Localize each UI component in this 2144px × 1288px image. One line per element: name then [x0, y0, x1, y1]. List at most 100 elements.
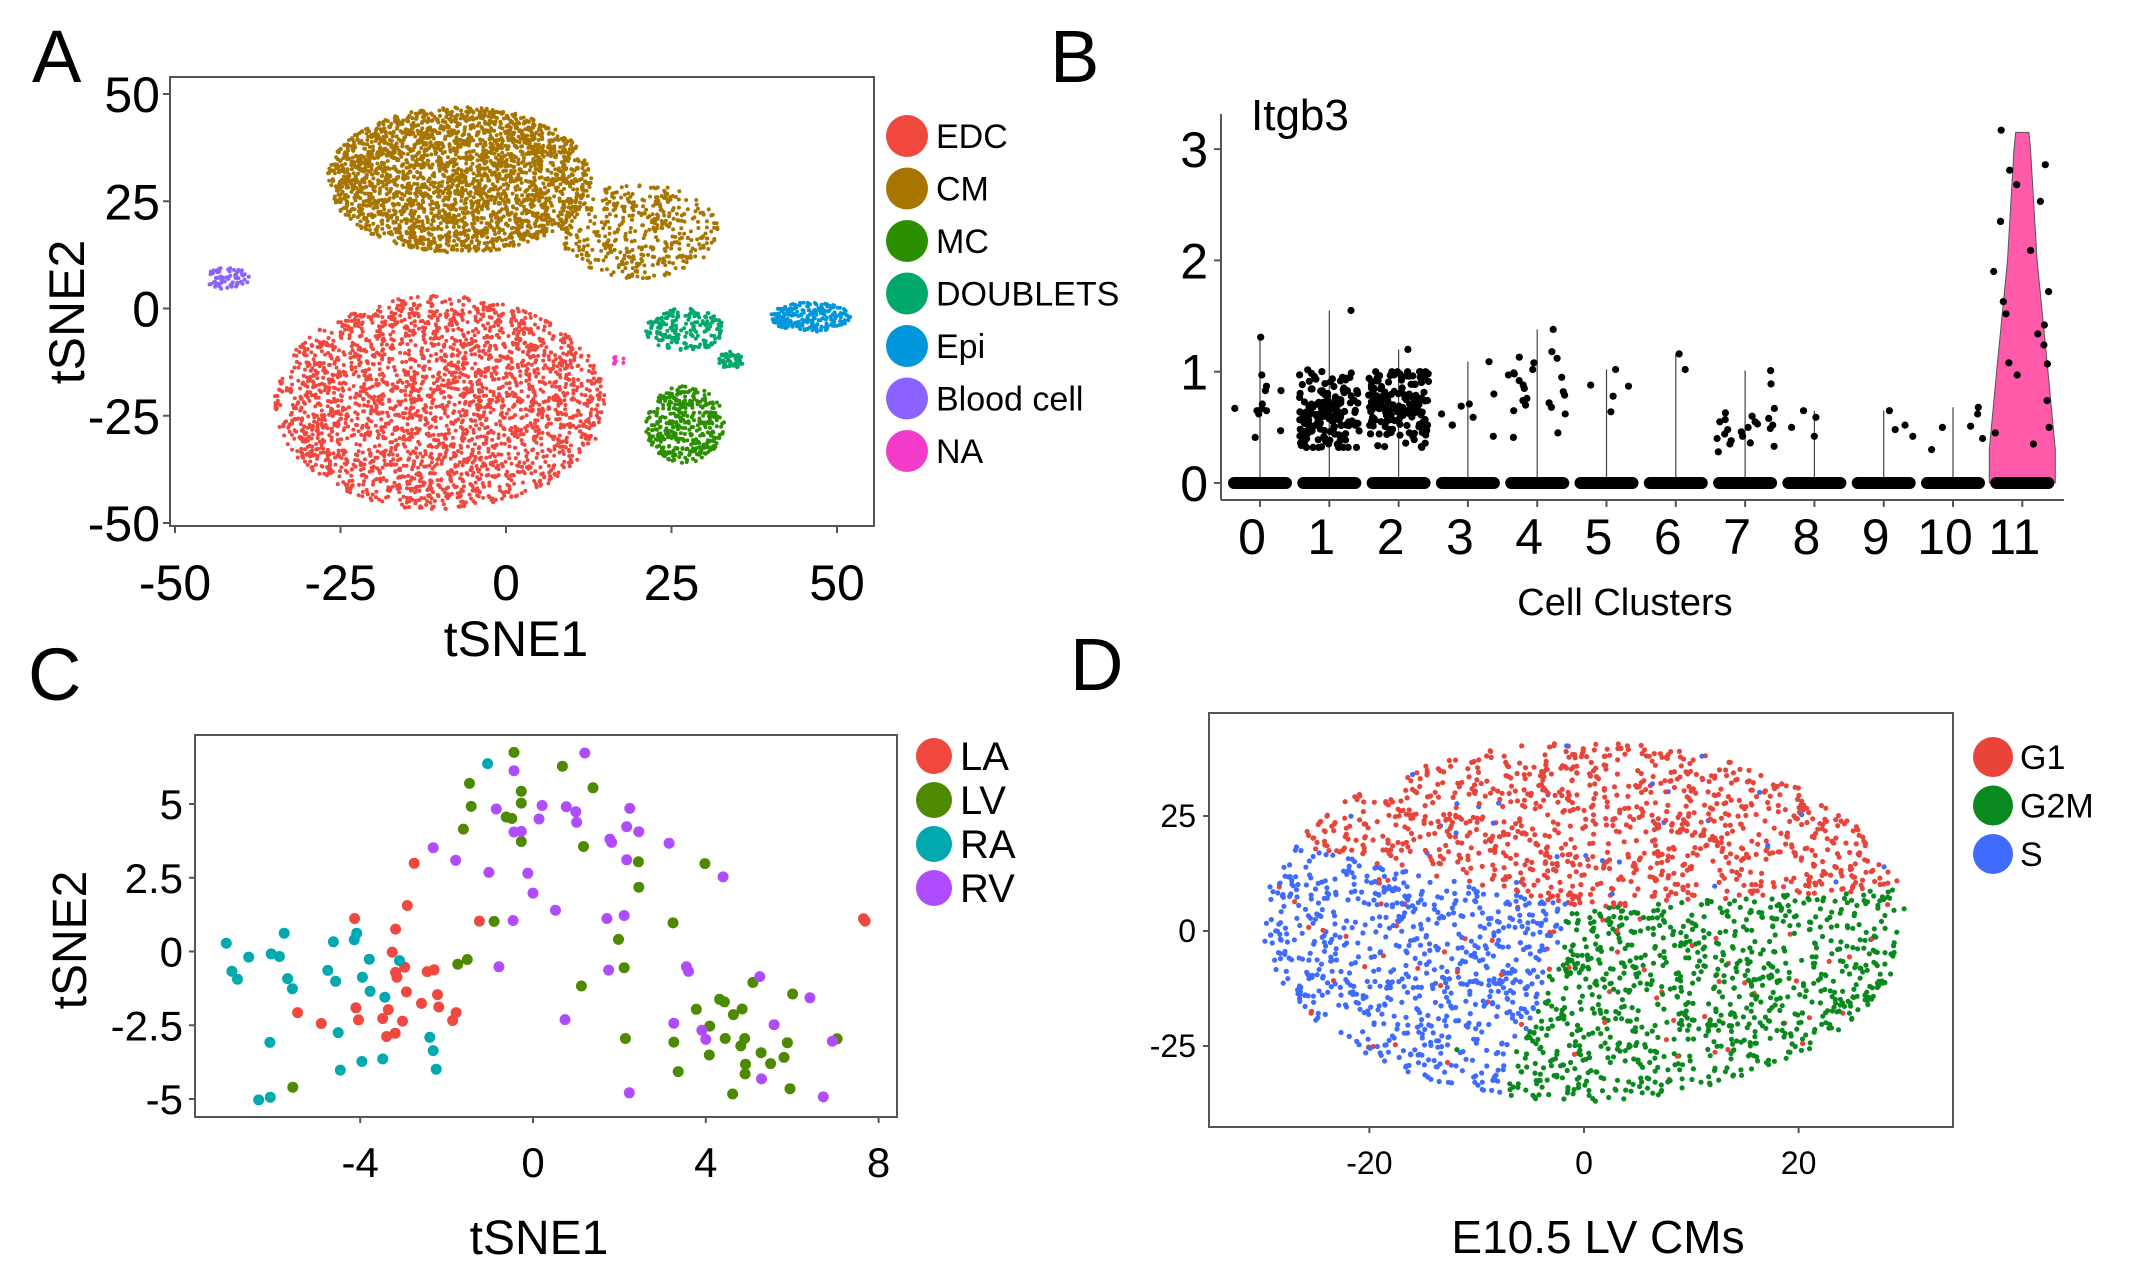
- panel-a-point-edc: [398, 456, 403, 461]
- panel-a-point-edc: [296, 378, 301, 383]
- panel-a-point-cm: [521, 204, 526, 209]
- panel-a-point-edc: [575, 399, 580, 404]
- panel-a-point-edc: [329, 438, 334, 443]
- panel-a-point-edc: [562, 340, 567, 345]
- panel-a-point-edc: [588, 394, 593, 399]
- panel-a-point-edc: [313, 462, 318, 467]
- panel-a-point-edc: [486, 402, 491, 407]
- panel-a-point-edc: [598, 384, 603, 389]
- panel-a-point-edc: [371, 482, 375, 487]
- panel-a-point-cm: [586, 182, 591, 187]
- panel-a-point-cm: [384, 172, 389, 177]
- panel-a-point-edc: [379, 342, 384, 347]
- panel-a-point-edc: [423, 321, 428, 326]
- panel-a-point-edc: [435, 357, 439, 362]
- panel-a-point-edc: [336, 448, 341, 453]
- panel-a-point-edc: [490, 398, 495, 402]
- panel-a-point-edc: [425, 488, 430, 492]
- panel-a-point-edc: [446, 385, 451, 390]
- panel-a-point-edc: [533, 322, 537, 327]
- panel-a-point-edc: [445, 403, 450, 408]
- panel-a-point-edc: [511, 309, 516, 314]
- panel-a-point-cm: [396, 202, 401, 207]
- panel-a-point-edc: [361, 482, 366, 487]
- panel-a-point-edc: [310, 448, 315, 453]
- panel-a-point-edc: [569, 340, 574, 345]
- panel-a-point-edc: [342, 352, 347, 357]
- panel-a-point-edc: [346, 424, 350, 429]
- panel-a-point-edc: [595, 393, 600, 398]
- panel-a-point-edc: [602, 393, 607, 398]
- panel-a-point-edc: [289, 410, 294, 415]
- panel-a-point-edc: [483, 326, 488, 331]
- panel-a-point-cm: [694, 202, 699, 207]
- panel-a-point-edc: [534, 440, 539, 445]
- panel-a-point-edc: [524, 429, 529, 434]
- panel-a-point-edc: [562, 459, 567, 464]
- panel-a-point-edc: [303, 432, 308, 437]
- panel-a-point-cm: [399, 219, 404, 224]
- panel-a-point-cm: [376, 178, 381, 183]
- panel-a-point-cm: [606, 219, 610, 224]
- panel-a-point-cm: [648, 194, 652, 199]
- panel-a-point-edc: [353, 365, 358, 370]
- panel-a-point-edc: [541, 328, 546, 333]
- panel-a-point-edc: [569, 460, 574, 465]
- panel-a-point-edc: [593, 407, 598, 412]
- panel-a-point-cm: [459, 248, 464, 253]
- panel-a-point-edc: [543, 459, 548, 464]
- panel-a-point-edc: [528, 312, 532, 316]
- panel-a-point-cm: [431, 227, 436, 232]
- panel-a-point-cm: [395, 217, 400, 222]
- panel-a-point-edc: [292, 416, 297, 421]
- panel-a-point-cm: [445, 161, 450, 165]
- panel-a-point-cm: [532, 170, 536, 175]
- panel-a-point-edc: [443, 312, 448, 317]
- panel-a-point-edc: [392, 428, 397, 432]
- panel-a-point-edc: [377, 443, 382, 448]
- panel-a-point-edc: [407, 382, 412, 387]
- panel-a-point-edc: [310, 427, 315, 432]
- panel-a-point-edc: [360, 320, 365, 325]
- panel-a-point-edc: [453, 375, 458, 380]
- panel-a-point-edc: [560, 412, 565, 417]
- panel-a-point-edc: [388, 323, 393, 328]
- panel-a-point-edc: [560, 439, 565, 444]
- panel-a-point-edc: [469, 347, 474, 352]
- panel-a-point-edc: [596, 410, 601, 415]
- panel-a-point-edc: [434, 404, 439, 409]
- panel-a-point-edc: [405, 379, 409, 384]
- panel-a-point-edc: [574, 388, 579, 393]
- panel-a-point-cm: [674, 211, 679, 216]
- panel-a-point-edc: [428, 500, 433, 505]
- panel-a-point-edc: [564, 373, 569, 378]
- panel-a-point-edc: [499, 496, 504, 501]
- panel-a-point-edc: [362, 473, 367, 478]
- panel-a-point-edc: [308, 459, 313, 464]
- panel-a-point-edc: [317, 340, 322, 344]
- panel-a-point-edc: [437, 370, 442, 375]
- panel-a-point-edc: [282, 433, 287, 438]
- panel-a-point-edc: [570, 453, 575, 458]
- panel-a-point-edc: [460, 435, 465, 440]
- panel-a-point-edc: [410, 415, 415, 420]
- panel-a-point-edc: [317, 364, 322, 369]
- panel-a-point-edc: [311, 385, 316, 390]
- panel-a-point-edc: [519, 491, 524, 496]
- panel-a-point-edc: [442, 383, 447, 388]
- panel-a-point-edc: [403, 388, 407, 393]
- panel-a-point-cm: [436, 194, 440, 199]
- panel-a-point-edc: [273, 401, 278, 406]
- panel-a-point-edc: [524, 413, 529, 418]
- panel-a-point-edc: [446, 431, 451, 436]
- panel-a-point-cm: [583, 179, 588, 184]
- panel-a-point-cm: [613, 237, 618, 242]
- panel-a-point-edc: [284, 419, 289, 424]
- panel-a-point-edc: [426, 300, 431, 305]
- panel-a-point-edc: [343, 421, 348, 425]
- panel-a-point-cm: [562, 186, 566, 191]
- panel-a-point-edc: [338, 373, 343, 378]
- panel-a-point-cm: [425, 158, 430, 163]
- panel-a-point-edc: [491, 430, 496, 435]
